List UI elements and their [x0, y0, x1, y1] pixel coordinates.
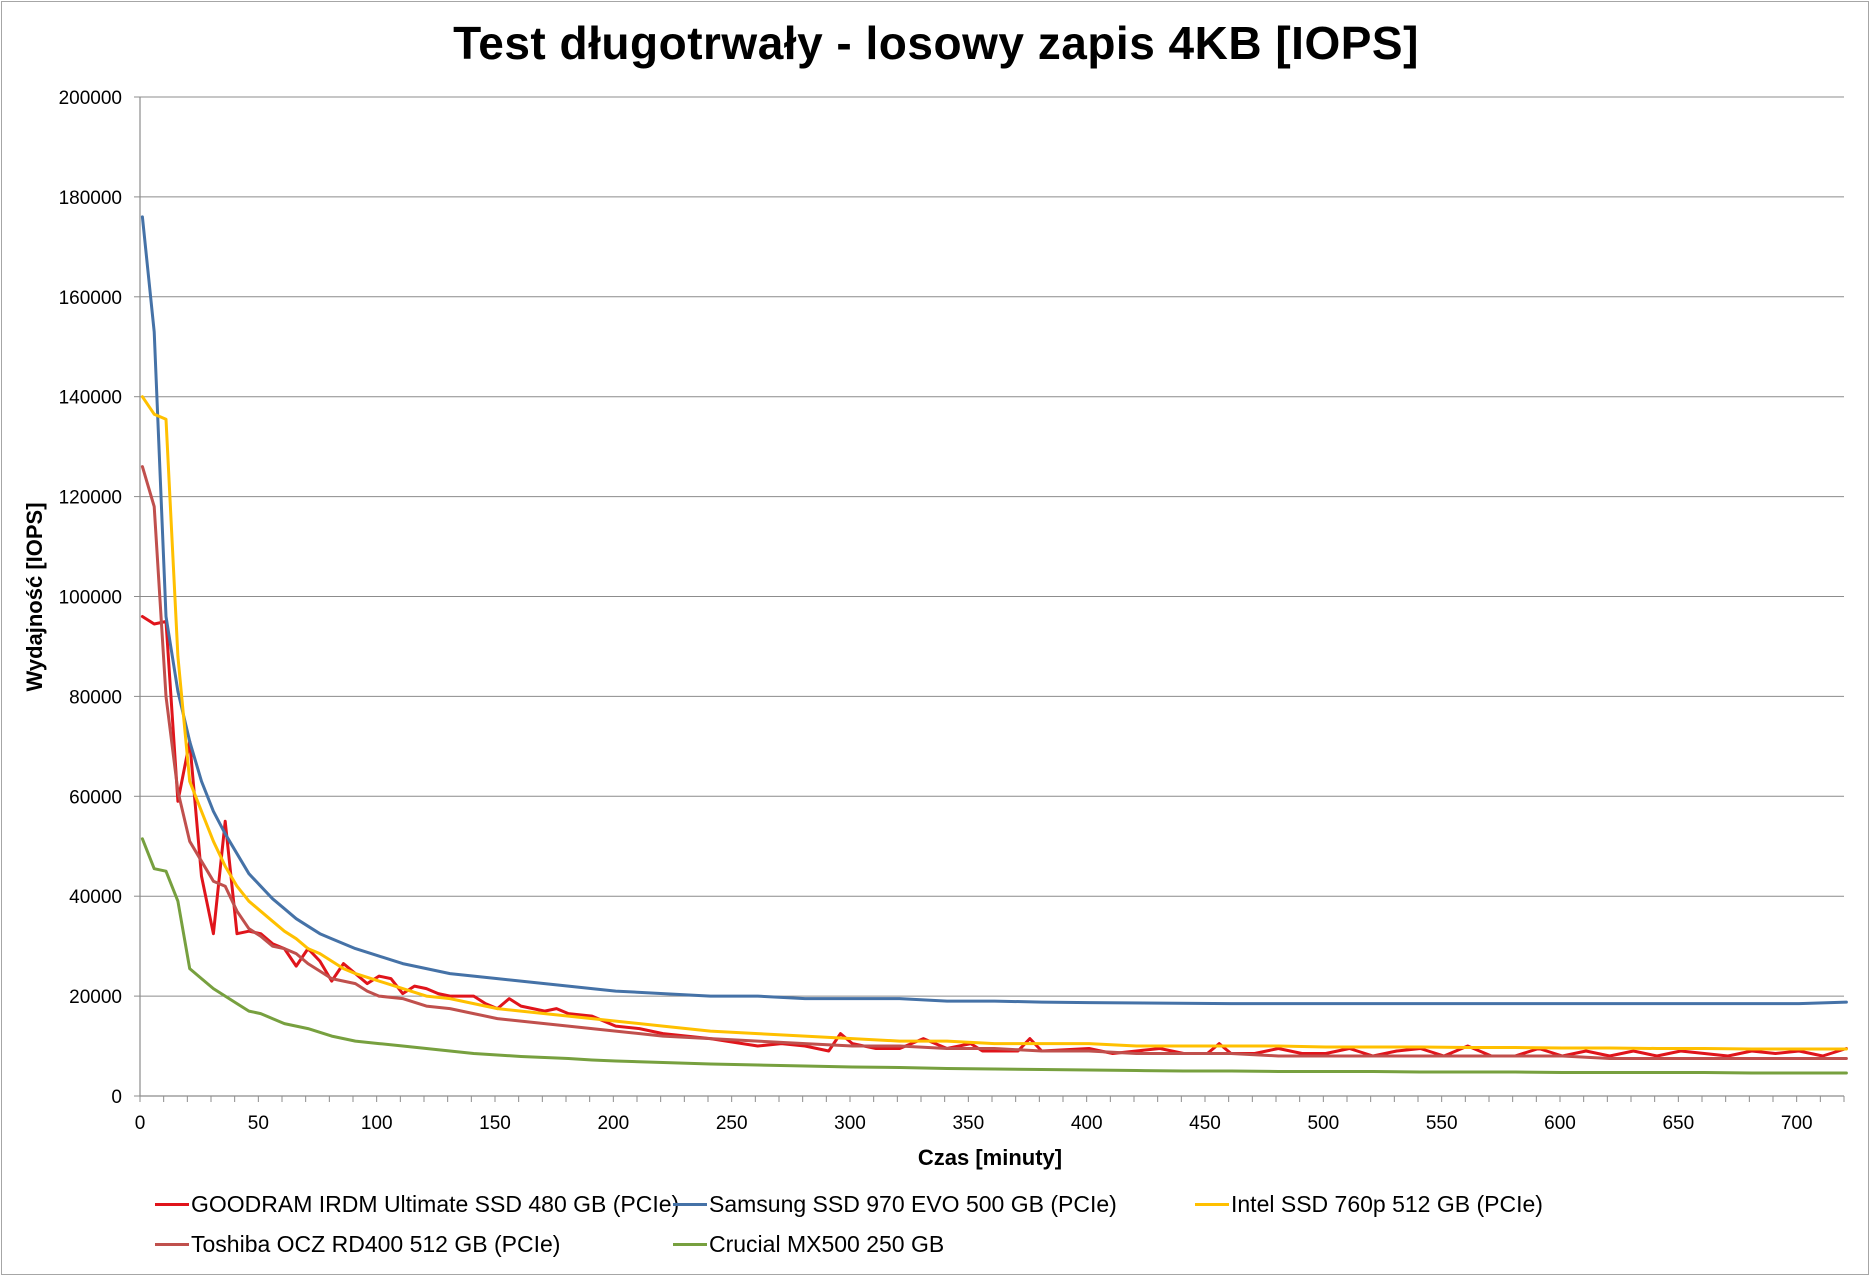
legend-item-crucial: Crucial MX500 250 GB	[673, 1231, 944, 1258]
x-tick-label: 300	[834, 1113, 866, 1134]
x-tick-label: 350	[952, 1113, 984, 1134]
legend-label-crucial: Crucial MX500 250 GB	[709, 1231, 945, 1257]
y-tick-label: 80000	[69, 687, 122, 708]
series-line-4	[140, 837, 1848, 1075]
y-tick-label: 60000	[69, 787, 122, 808]
y-tick-label: 40000	[69, 887, 122, 908]
y-tick-label: 120000	[59, 488, 122, 509]
legend-label-intel: Intel SSD 760p 512 GB (PCIe)	[1231, 1191, 1543, 1217]
legend-swatch-crucial	[673, 1243, 707, 1246]
tick-labels: 0 20000 40000 60000 80000 100000 120000 140000 1…	[59, 88, 1813, 1134]
x-tick-label: 250	[716, 1113, 748, 1134]
y-tick-label: 0	[111, 1087, 122, 1108]
series-line-3	[140, 465, 1848, 1060]
y-tick-label: 140000	[59, 388, 122, 409]
legend-swatch-goodram	[155, 1203, 189, 1206]
chart-title: Test długotrwały - losowy zapis 4KB [IOP…	[453, 17, 1419, 69]
y-tick-label: 100000	[59, 588, 122, 609]
series-lines	[140, 215, 1848, 1075]
y-tick-label: 160000	[59, 288, 122, 309]
gridlines	[140, 96, 1844, 997]
y-tick-label: 20000	[69, 987, 122, 1008]
legend-label-toshiba: Toshiba OCZ RD400 512 GB (PCIe)	[191, 1231, 561, 1257]
axes	[134, 96, 1845, 1102]
legend-swatch-samsung	[673, 1203, 707, 1206]
x-tick-label: 400	[1071, 1113, 1103, 1134]
x-tick-label: 500	[1307, 1113, 1339, 1134]
y-axis-title: Wydajność [IOPS]	[22, 502, 47, 691]
legend: GOODRAM IRDM Ultimate SSD 480 GB (PCIe) …	[0, 1186, 1872, 1276]
legend-item-toshiba: Toshiba OCZ RD400 512 GB (PCIe)	[155, 1231, 560, 1258]
x-tick-label: 0	[135, 1113, 146, 1134]
x-tick-label: 650	[1662, 1113, 1694, 1134]
legend-label-samsung: Samsung SSD 970 EVO 500 GB (PCIe)	[709, 1191, 1117, 1217]
x-tick-label: 200	[597, 1113, 629, 1134]
x-tick-label: 100	[361, 1113, 393, 1134]
legend-swatch-toshiba	[155, 1243, 189, 1246]
legend-item-goodram: GOODRAM IRDM Ultimate SSD 480 GB (PCIe)	[155, 1191, 679, 1218]
legend-item-intel: Intel SSD 760p 512 GB (PCIe)	[1195, 1191, 1543, 1218]
series-line-2	[140, 395, 1848, 1051]
x-tick-label: 150	[479, 1113, 511, 1134]
x-tick-label: 550	[1426, 1113, 1458, 1134]
y-tick-label: 180000	[59, 188, 122, 209]
x-tick-label: 600	[1544, 1113, 1576, 1134]
y-tick-label: 200000	[59, 88, 122, 109]
legend-item-samsung: Samsung SSD 970 EVO 500 GB (PCIe)	[673, 1191, 1117, 1218]
series-line-1	[140, 215, 1848, 1006]
legend-label-goodram: GOODRAM IRDM Ultimate SSD 480 GB (PCIe)	[191, 1191, 680, 1217]
x-tick-label: 450	[1189, 1113, 1221, 1134]
x-axis-title: Czas [minuty]	[918, 1145, 1062, 1170]
x-tick-label: 700	[1781, 1113, 1813, 1134]
x-tick-label: 50	[248, 1113, 269, 1134]
legend-swatch-intel	[1195, 1203, 1229, 1206]
series-line-0	[140, 615, 1848, 1058]
